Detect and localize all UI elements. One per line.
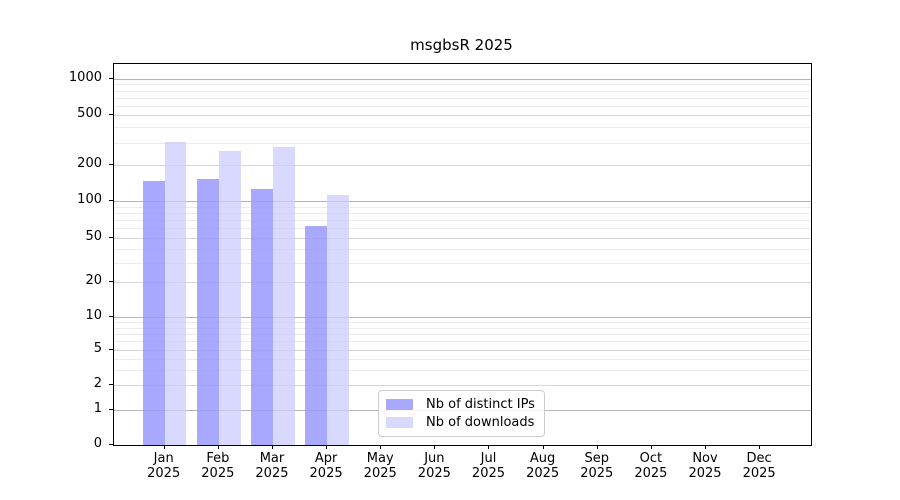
gridline-80 [114,212,811,214]
gridline-100 [114,201,811,202]
gridline-800 [114,90,811,92]
y-tick-mark-2 [109,384,113,385]
gridline-90 [114,206,811,208]
x-tick-mark-may [380,445,382,449]
x-tick-mark-feb [217,445,219,449]
x-tick-label-jan: Jan 2025 [147,451,181,481]
x-tick-mark-jun [434,445,436,449]
gridline-3 [114,369,811,371]
x-tick-mark-nov [705,445,706,449]
gridline-700 [114,97,811,99]
y-tick-mark-500 [109,114,113,115]
gridline-7 [114,333,811,335]
gridline-9 [114,322,811,324]
x-tick-label-feb: Feb 2025 [201,451,235,481]
y-tick-label-100: 100 [77,192,102,207]
gridline-50 [114,238,811,239]
bar-distinct-ips-jan [143,180,165,445]
chart-title: msgbsR 2025 [410,36,513,54]
x-tick-label-mar: Mar 2025 [255,451,289,481]
y-tick-label-20: 20 [85,273,102,288]
gridline-8 [114,327,811,329]
x-tick-label-may: May 2025 [363,451,397,481]
legend-swatch-distinct-ips [386,399,413,410]
x-tick-label-nov: Nov 2025 [688,451,722,481]
gridline-70 [114,220,811,222]
gridline-200 [114,165,811,166]
y-tick-label-2: 2 [93,376,102,391]
y-tick-label-50: 50 [85,229,102,244]
x-tick-label-jul: Jul 2025 [471,451,506,481]
y-tick-mark-10 [109,316,113,317]
x-tick-label-oct: Oct 2025 [634,451,668,481]
gridline-60 [114,228,811,230]
bar-downloads-apr [327,195,349,445]
x-tick-label-dec: Dec 2025 [742,451,776,481]
bar-downloads-feb [218,151,241,445]
x-tick-mark-apr [326,445,328,449]
bar-distinct-ips-mar [251,188,273,445]
gridline-400 [114,127,811,129]
gridline-900 [114,84,811,86]
bar-downloads-mar [272,146,295,445]
gridline-6 [114,341,811,343]
x-tick-mark-oct [650,445,652,449]
y-tick-mark-1 [109,409,113,410]
legend-item-distinct-ips: Nb of distinct IPs [386,397,537,412]
gridline-300 [114,142,811,144]
gridline-5 [114,350,811,351]
y-tick-mark-200 [109,164,113,165]
y-tick-label-500: 500 [77,106,102,121]
y-tick-mark-20 [109,281,113,282]
gridline-1000 [114,79,811,80]
legend-item-downloads: Nb of downloads [386,415,537,430]
gridline-600 [114,105,811,107]
x-tick-mark-jul [488,445,490,449]
gridline-10 [114,317,811,318]
y-tick-label-1000: 1000 [68,70,102,85]
y-tick-label-1: 1 [93,401,102,416]
x-tick-mark-jan [163,445,165,449]
bar-distinct-ips-feb [197,179,219,445]
gridline-40 [114,248,811,250]
plot-area: Nb of distinct IPs Nb of downloads [113,63,812,446]
y-tick-mark-5 [109,349,113,350]
x-tick-mark-sep [596,445,598,449]
x-tick-label-aug: Aug 2025 [526,451,560,481]
legend: Nb of distinct IPs Nb of downloads [378,390,545,437]
x-tick-mark-mar [271,445,273,449]
x-tick-label-apr: Apr 2025 [309,451,343,481]
y-tick-label-0: 0 [93,436,102,451]
bar-downloads-jan [164,141,187,445]
x-tick-label-jun: Jun 2025 [417,451,451,481]
legend-label-distinct-ips: Nb of distinct IPs [426,397,535,412]
y-tick-mark-50 [109,237,113,238]
gridline-20 [114,282,811,283]
y-tick-label-5: 5 [93,341,102,356]
gridline-4 [114,358,811,360]
y-tick-label-200: 200 [77,156,102,171]
y-tick-label-10: 10 [85,308,102,323]
y-tick-mark-100 [109,200,113,201]
gridline-2 [114,385,811,386]
bar-distinct-ips-apr [305,225,328,445]
gridline-30 [114,262,811,264]
y-tick-mark-0 [109,444,113,445]
x-tick-mark-dec [759,445,761,449]
gridline-500 [114,115,811,116]
legend-swatch-downloads [386,417,413,428]
legend-label-downloads: Nb of downloads [426,415,535,430]
x-tick-mark-aug [542,445,544,449]
x-tick-label-sep: Sep 2025 [580,451,614,481]
y-tick-mark-1000 [109,78,113,79]
